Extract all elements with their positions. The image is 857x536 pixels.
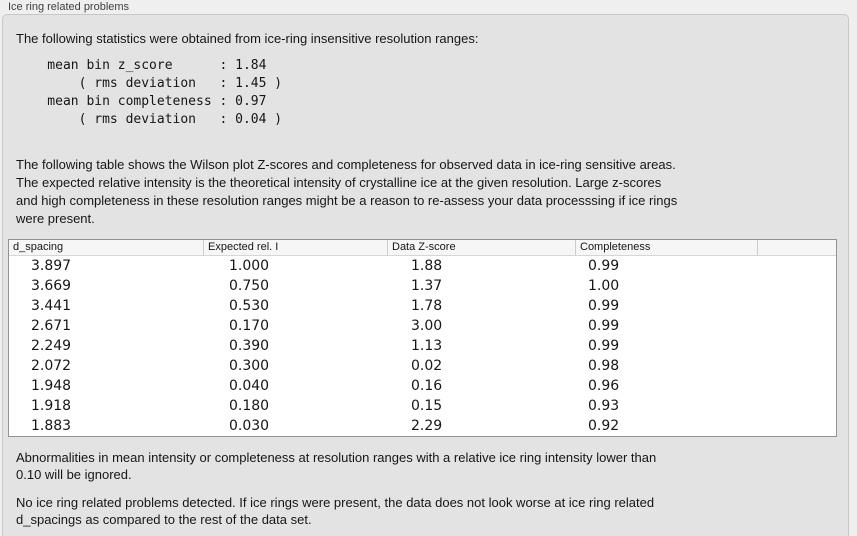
table-cell: 1.13: [411, 338, 443, 354]
table-row[interactable]: 3.441 0.530 1.78 0.99: [9, 296, 836, 316]
table-cell: 0.170: [229, 318, 270, 334]
table-cell: 0.99: [588, 298, 620, 314]
table-cell: 1.37: [411, 278, 443, 294]
stats-block: mean bin z_score : 1.84 ( rms deviation …: [47, 58, 283, 127]
table-row[interactable]: 2.249 0.390 1.13 0.99: [9, 336, 836, 356]
table-cell: 0.96: [588, 378, 620, 394]
table-cell: 0.99: [588, 338, 620, 354]
table-cell: 1.883: [31, 418, 72, 434]
table-cell: 2.249: [31, 338, 72, 354]
ignore-note-text: Abnormalities in mean intensity or compl…: [16, 450, 657, 482]
groupbox-title: Ice ring related problems: [8, 1, 130, 13]
table-cell: 0.16: [411, 378, 443, 394]
table-cell: 0.040: [229, 378, 270, 394]
table-cell: 0.92: [588, 418, 620, 434]
conclusion-text: No ice ring related problems detected. I…: [16, 495, 655, 527]
table-row[interactable]: 3.897 1.000 1.88 0.99: [9, 256, 836, 276]
table-cell: 0.390: [229, 338, 270, 354]
table-cell: 1.918: [31, 398, 72, 414]
ice-ring-table[interactable]: d_spacing Expected rel. I Data Z-score C…: [8, 239, 837, 437]
table-row[interactable]: 1.883 0.030 2.29 0.92: [9, 416, 836, 436]
table-cell: 0.030: [229, 418, 270, 434]
table-cell: 1.88: [411, 258, 443, 274]
table-body: 3.897 1.000 1.88 0.99 3.669 0.750 1.37 1.00 3.44…: [9, 256, 836, 436]
table-cell: 0.750: [229, 278, 270, 294]
table-row[interactable]: 2.671 0.170 3.00 0.99: [9, 316, 836, 336]
table-cell: 3.00: [411, 318, 443, 334]
table-cell: 1.948: [31, 378, 72, 394]
table-cell: 0.93: [588, 398, 620, 414]
table-cell: 3.897: [31, 258, 72, 274]
column-header-expected-rel-i[interactable]: Expected rel. I: [204, 240, 388, 255]
table-header: d_spacing Expected rel. I Data Z-score C…: [9, 240, 836, 256]
description-text: The following table shows the Wilson plo…: [16, 157, 678, 226]
table-cell: 1.78: [411, 298, 443, 314]
table-row[interactable]: 3.669 0.750 1.37 1.00: [9, 276, 836, 296]
table-cell: 3.441: [31, 298, 72, 314]
column-header-completeness[interactable]: Completeness: [576, 240, 758, 255]
table-cell: 2.072: [31, 358, 72, 374]
table-cell: 1.00: [588, 278, 620, 294]
column-header-data-z-score[interactable]: Data Z-score: [388, 240, 576, 255]
table-row[interactable]: 1.948 0.040 0.16 0.96: [9, 376, 836, 396]
table-cell: 0.300: [229, 358, 270, 374]
column-header-d-spacing[interactable]: d_spacing: [9, 240, 204, 255]
table-cell: 0.530: [229, 298, 270, 314]
table-cell: 0.180: [229, 398, 270, 414]
table-cell: 0.99: [588, 258, 620, 274]
table-cell: 2.671: [31, 318, 72, 334]
table-cell: 1.000: [229, 258, 270, 274]
table-cell: 3.669: [31, 278, 72, 294]
table-row[interactable]: 1.918 0.180 0.15 0.93: [9, 396, 836, 416]
table-cell: 0.99: [588, 318, 620, 334]
table-cell: 2.29: [411, 418, 443, 434]
table-cell: 0.15: [411, 398, 443, 414]
table-cell: 0.98: [588, 358, 620, 374]
table-row[interactable]: 2.072 0.300 0.02 0.98: [9, 356, 836, 376]
table-cell: 0.02: [411, 358, 443, 374]
column-header-empty: [758, 240, 836, 255]
intro-text: The following statistics were obtained f…: [16, 31, 479, 46]
